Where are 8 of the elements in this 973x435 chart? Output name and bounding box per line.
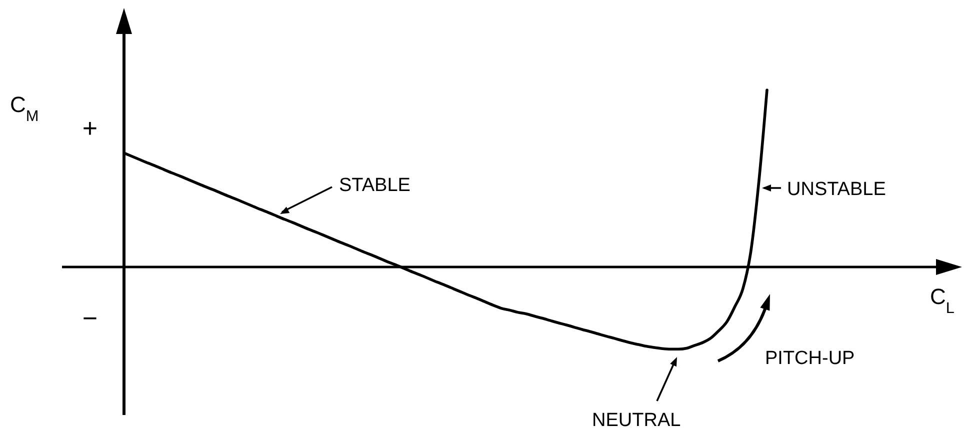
text: − [82, 303, 98, 333]
text: + [82, 113, 98, 143]
annotation: PITCH-UP [765, 348, 855, 369]
text: NEUTRAL [592, 410, 681, 431]
annotation: STABLE [339, 175, 410, 196]
text: C$_{L}$ [930, 284, 955, 316]
text: UNSTABLE [787, 179, 886, 200]
y-axis-title: C$_{M}$ [10, 92, 39, 124]
